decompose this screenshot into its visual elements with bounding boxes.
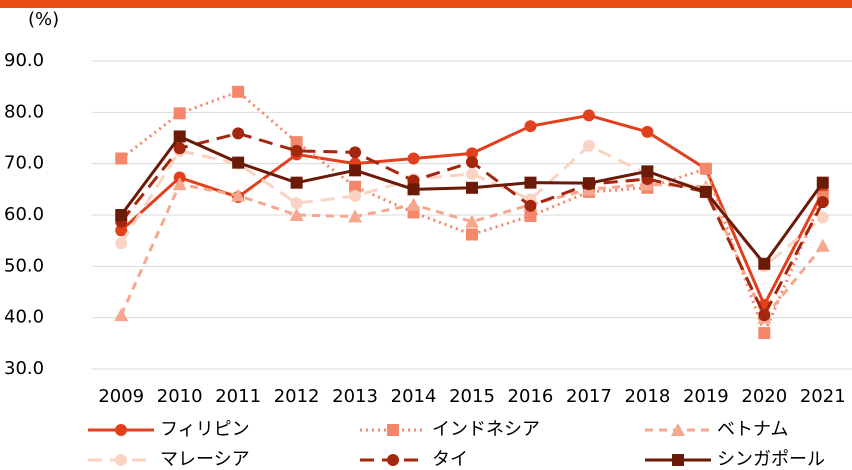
legend-marker — [387, 424, 399, 436]
marker — [232, 127, 245, 140]
marker — [173, 107, 186, 120]
x-tick-label: 2010 — [157, 386, 203, 407]
marker — [815, 238, 830, 252]
marker — [172, 177, 187, 191]
x-tick-label: 2016 — [508, 386, 554, 407]
marker — [290, 197, 303, 210]
marker — [816, 176, 829, 189]
y-tick-label: 50.0 — [4, 255, 44, 276]
marker — [641, 165, 654, 178]
x-tick-label: 2012 — [274, 386, 320, 407]
legend-marker — [387, 454, 399, 466]
marker — [699, 185, 712, 198]
marker — [349, 146, 362, 159]
marker — [290, 144, 303, 157]
top-bar — [0, 0, 852, 8]
marker — [115, 152, 128, 165]
marker — [524, 210, 537, 223]
legend-marker — [115, 454, 127, 466]
marker — [582, 109, 595, 122]
marker — [173, 130, 186, 143]
marker — [115, 237, 128, 250]
marker — [349, 190, 362, 203]
marker — [115, 224, 128, 237]
marker — [232, 85, 245, 98]
marker — [816, 196, 829, 209]
marker — [466, 167, 478, 180]
marker — [290, 136, 303, 149]
x-tick-label: 2019 — [683, 386, 729, 407]
x-tick-label: 2014 — [391, 386, 437, 407]
legend-label: シンガポール — [717, 449, 825, 470]
marker — [406, 197, 421, 211]
marker — [232, 156, 245, 169]
series-line — [120, 113, 825, 309]
marker — [466, 156, 478, 169]
legend-marker — [672, 454, 684, 466]
marker — [349, 180, 362, 193]
y-axis-label: (%) — [28, 9, 59, 30]
marker — [758, 327, 771, 340]
legend-label: インドネシア — [432, 419, 540, 440]
marker — [699, 162, 712, 175]
marker — [816, 211, 829, 224]
legend-label: ベトナム — [717, 419, 788, 440]
x-tick-label: 2015 — [449, 386, 495, 407]
y-tick-label: 70.0 — [4, 153, 44, 174]
marker — [466, 228, 478, 241]
marker — [524, 199, 537, 212]
marker — [466, 181, 478, 194]
x-tick-label: 2018 — [624, 386, 670, 407]
marker — [758, 257, 771, 270]
x-tick-label: 2017 — [566, 386, 612, 407]
marker — [173, 142, 186, 155]
y-tick-label: 60.0 — [4, 204, 44, 225]
marker — [524, 120, 537, 133]
y-tick-label: 80.0 — [4, 101, 44, 122]
marker — [758, 309, 771, 322]
x-tick-label: 2013 — [332, 386, 378, 407]
marker — [349, 164, 362, 177]
y-tick-label: 40.0 — [4, 307, 44, 328]
x-tick-label: 2021 — [800, 386, 846, 407]
x-tick-label: 2009 — [98, 386, 144, 407]
marker — [407, 152, 420, 165]
marker — [524, 176, 537, 189]
marker — [641, 125, 654, 138]
x-tick-label: 2011 — [215, 386, 261, 407]
marker — [114, 308, 129, 322]
marker — [348, 209, 363, 223]
y-tick-label: 30.0 — [4, 358, 44, 379]
marker — [115, 209, 128, 221]
legend-marker — [671, 423, 685, 436]
y-tick-label: 90.0 — [4, 50, 44, 71]
legend-label: マレーシア — [160, 449, 250, 470]
marker — [582, 139, 595, 152]
legend-label: タイ — [432, 449, 468, 470]
marker — [407, 183, 420, 196]
marker — [290, 176, 303, 189]
marker — [465, 214, 479, 228]
marker — [466, 147, 478, 160]
series-line — [120, 90, 825, 338]
marker — [582, 177, 595, 190]
marker — [231, 188, 246, 202]
marker — [289, 208, 304, 221]
legend-marker — [115, 424, 127, 436]
legend-label: フィリピン — [160, 419, 250, 440]
x-tick-label: 2020 — [741, 386, 787, 407]
